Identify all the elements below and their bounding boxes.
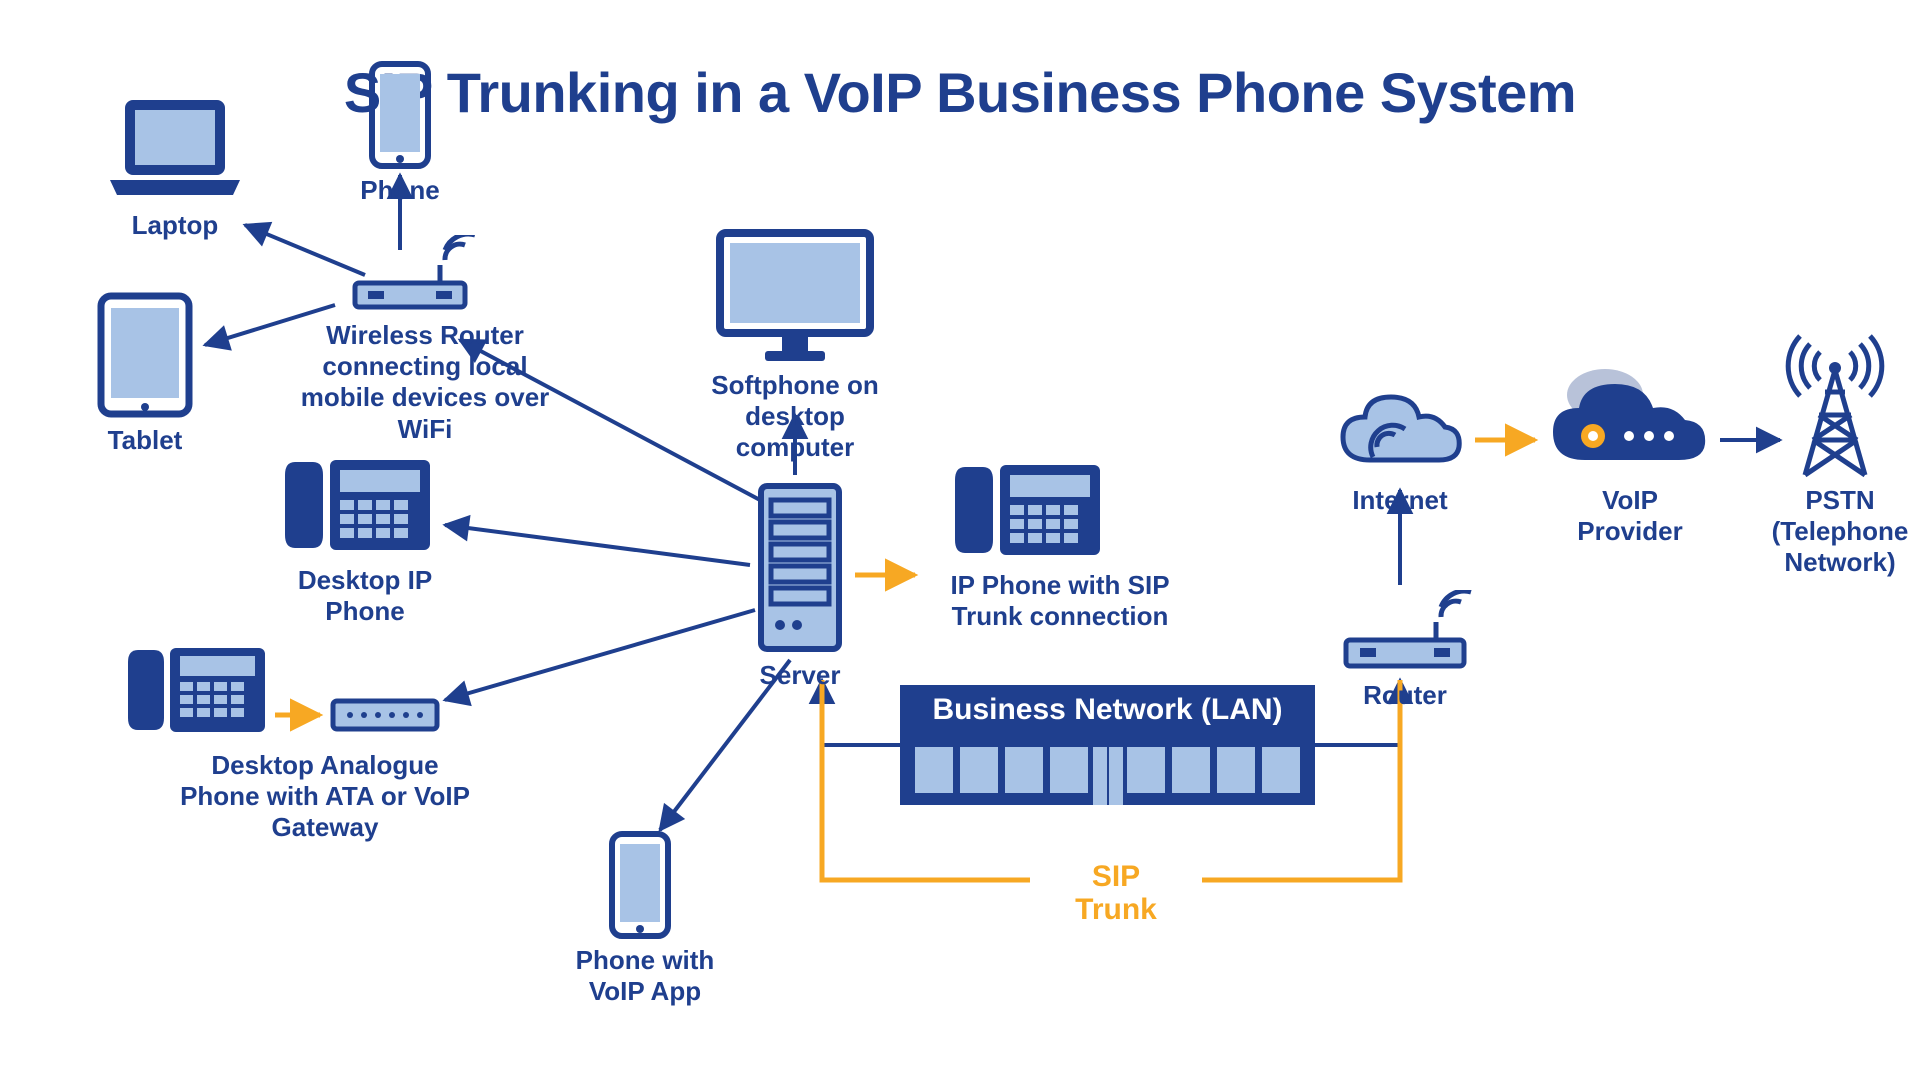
router-icon: [1340, 590, 1480, 675]
pstn-label: PSTN (Telephone Network): [1750, 485, 1920, 579]
voip-provider-label: VoIP Provider: [1560, 485, 1700, 547]
tablet-icon: [95, 290, 195, 420]
pstn-tower-icon: [1775, 330, 1895, 480]
sip-trunk-label: SIPTrunk: [1030, 860, 1202, 926]
laptop-icon: [105, 95, 245, 205]
phone-voip-app-icon: [608, 830, 672, 940]
internet-cloud-icon: [1335, 385, 1465, 480]
phone-top-label: Phone: [340, 175, 460, 206]
phone-voip-app-label: Phone with VoIP App: [565, 945, 725, 1007]
business-network-label: Business Network (LAN): [900, 692, 1315, 728]
ata-gateway-icon: [330, 695, 440, 735]
voip-provider-icon: [1545, 360, 1715, 480]
wireless-router-icon: [350, 235, 480, 315]
wireless-router-label: Wireless Router connecting local mobile …: [280, 320, 570, 445]
desktop-ip-phone-icon: [275, 450, 435, 560]
sip-trunk-text: SIPTrunk: [1075, 860, 1157, 926]
internet-label: Internet: [1335, 485, 1465, 516]
server-label: Server: [740, 660, 860, 691]
server-icon: [755, 480, 845, 655]
tablet-label: Tablet: [85, 425, 205, 456]
diagram-title: SIP Trunking in a VoIP Business Phone Sy…: [0, 60, 1920, 125]
ip-phone-sip-icon: [945, 455, 1105, 565]
ip-phone-sip-label: IP Phone with SIP Trunk connection: [930, 570, 1190, 632]
router-label: Router: [1350, 680, 1460, 711]
laptop-label: Laptop: [105, 210, 245, 241]
analogue-phone-icon: [120, 640, 270, 740]
phone-top-icon: [368, 60, 432, 170]
analogue-phone-label: Desktop Analogue Phone with ATA or VoIP …: [175, 750, 475, 844]
softphone-label: Softphone on desktop computer: [690, 370, 900, 464]
softphone-monitor-icon: [710, 225, 880, 365]
diagram-stage: SIP Trunking in a VoIP Business Phone Sy…: [0, 0, 1920, 1078]
desktop-ip-phone-label: Desktop IP Phone: [275, 565, 455, 627]
